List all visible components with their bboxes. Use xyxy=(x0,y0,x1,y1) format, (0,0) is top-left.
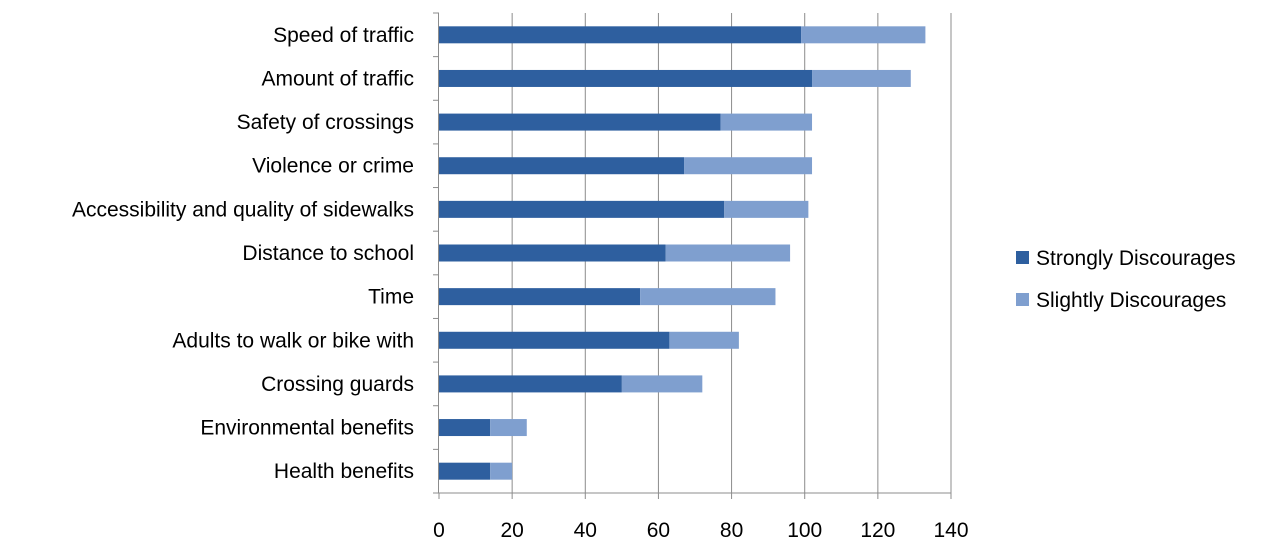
category-label-accessibility-and-quality-of-sidewalks: Accessibility and quality of sidewalks xyxy=(72,198,414,221)
category-label-adults-to-walk-or-bike-with: Adults to walk or bike with xyxy=(172,329,414,352)
bar-slightly-discourages-adults-to-walk-or-bike-with xyxy=(669,331,739,349)
x-tick-label-80: 80 xyxy=(720,519,743,542)
bar-slightly-discourages-safety-of-crossings xyxy=(720,113,813,131)
x-tick-label-60: 60 xyxy=(647,519,670,542)
legend: Strongly Discourages Slightly Discourages xyxy=(1016,247,1236,312)
legend-swatch-slightly-discourages xyxy=(1016,293,1029,306)
bar-strongly-discourages-adults-to-walk-or-bike-with xyxy=(439,331,670,349)
category-label-environmental-benefits: Environmental benefits xyxy=(200,417,414,440)
x-tick-label-20: 20 xyxy=(500,519,523,542)
x-tick-label-120: 120 xyxy=(860,519,895,542)
bar-strongly-discourages-amount-of-traffic xyxy=(439,69,813,87)
category-label-amount-of-traffic: Amount of traffic xyxy=(261,67,414,90)
bar-strongly-discourages-time xyxy=(439,288,641,306)
bar-slightly-discourages-environmental-benefits xyxy=(490,419,527,437)
bar-strongly-discourages-safety-of-crossings xyxy=(439,113,721,131)
bar-strongly-discourages-crossing-guards xyxy=(439,375,622,393)
x-tick-label-0: 0 xyxy=(433,519,445,542)
category-label-violence-or-crime: Violence or crime xyxy=(252,155,414,178)
category-label-time: Time xyxy=(368,286,414,309)
x-tick-label-140: 140 xyxy=(933,519,968,542)
bar-slightly-discourages-distance-to-school xyxy=(665,244,791,262)
bar-strongly-discourages-distance-to-school xyxy=(439,244,666,262)
bar-slightly-discourages-violence-or-crime xyxy=(684,157,813,175)
legend-label-strongly-discourages: Strongly Discourages xyxy=(1036,247,1236,270)
bar-strongly-discourages-violence-or-crime xyxy=(439,157,685,175)
category-label-distance-to-school: Distance to school xyxy=(242,242,414,265)
bar-slightly-discourages-crossing-guards xyxy=(621,375,703,393)
bar-strongly-discourages-health-benefits xyxy=(439,462,491,480)
legend-swatch-strongly-discourages xyxy=(1016,251,1029,264)
bar-slightly-discourages-accessibility-and-quality-of-sidewalks xyxy=(724,200,809,218)
bar-strongly-discourages-accessibility-and-quality-of-sidewalks xyxy=(439,200,725,218)
category-label-safety-of-crossings: Safety of crossings xyxy=(237,111,414,134)
x-tick-labels: 0 20 40 60 80 100 120 140 xyxy=(433,519,968,542)
x-tick-label-40: 40 xyxy=(574,519,597,542)
category-label-crossing-guards: Crossing guards xyxy=(261,373,414,396)
bar-slightly-discourages-speed-of-traffic xyxy=(801,26,926,44)
bar-strongly-discourages-speed-of-traffic xyxy=(439,26,802,44)
x-tick-label-100: 100 xyxy=(787,519,822,542)
category-label-speed-of-traffic: Speed of traffic xyxy=(273,24,414,47)
bars xyxy=(439,26,926,480)
category-labels: Speed of traffic Amount of traffic Safety … xyxy=(72,24,414,483)
bar-strongly-discourages-environmental-benefits xyxy=(439,419,491,437)
bar-slightly-discourages-amount-of-traffic xyxy=(812,69,911,87)
category-label-health-benefits: Health benefits xyxy=(274,460,414,483)
bar-slightly-discourages-health-benefits xyxy=(490,462,513,480)
legend-label-slightly-discourages: Slightly Discourages xyxy=(1036,289,1226,312)
axes xyxy=(433,12,952,499)
bar-slightly-discourages-time xyxy=(640,288,776,306)
